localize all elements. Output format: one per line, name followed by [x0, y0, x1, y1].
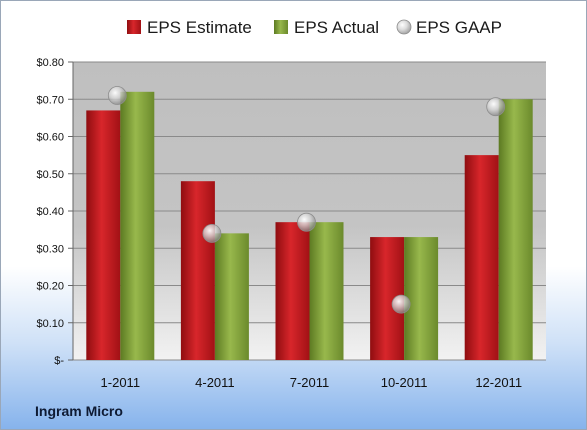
x-tick-label: 10-2011: [381, 375, 428, 390]
legend-label-gaap: EPS GAAP: [416, 18, 502, 37]
legend: EPS Estimate EPS Actual EPS GAAP: [127, 18, 502, 37]
bar-eps-actual: [214, 233, 249, 360]
y-tick-label: $-: [54, 355, 64, 367]
x-tick-label: 12-2011: [475, 375, 522, 390]
marker-eps-gaap: [486, 97, 506, 117]
y-tick-label: $0.50: [36, 169, 64, 181]
marker-eps-gaap: [107, 86, 127, 105]
marker-eps-gaap: [391, 294, 411, 314]
bar-eps-estimate: [275, 222, 310, 360]
bar-eps-estimate: [180, 181, 215, 360]
x-tick-label: 7-2011: [290, 375, 330, 390]
y-tick-label: $0.20: [36, 281, 64, 293]
marker-eps-gaap: [297, 212, 316, 232]
legend-label-actual: EPS Actual: [294, 18, 379, 37]
y-tick-label: $0.60: [36, 132, 64, 144]
gaap-markers: [107, 86, 506, 314]
y-tick-label: $0.80: [36, 57, 64, 69]
x-tick-label: 1-2011: [101, 375, 141, 390]
y-axis-ticks: $- $0.10 $0.20 $0.30 $0.40 $0.50 $0.60 $0.70 $0.…: [36, 57, 74, 367]
bar-eps-estimate: [86, 110, 121, 360]
y-tick-label: $0.70: [36, 94, 64, 106]
marker-eps-gaap: [202, 223, 222, 243]
x-axis-ticks: 1-2011 4-2011 7-2011 10-2011 12-2011: [101, 375, 523, 390]
bar-eps-actual: [498, 99, 533, 360]
x-tick-label: 4-2011: [195, 375, 235, 390]
company-name: Ingram Micro: [35, 403, 123, 419]
bar-eps-actual: [404, 237, 439, 360]
bars: [86, 91, 533, 361]
legend-swatch-actual: [274, 20, 288, 34]
bar-eps-actual: [309, 222, 344, 360]
y-tick-label: $0.10: [36, 318, 64, 330]
legend-label-estimate: EPS Estimate: [147, 18, 252, 37]
y-tick-label: $0.30: [36, 243, 64, 255]
bar-eps-actual: [120, 91, 155, 361]
bar-eps-estimate: [464, 155, 499, 360]
legend-swatch-gaap: [396, 19, 412, 35]
legend-swatch-estimate: [127, 20, 141, 34]
y-tick-label: $0.40: [36, 206, 64, 218]
